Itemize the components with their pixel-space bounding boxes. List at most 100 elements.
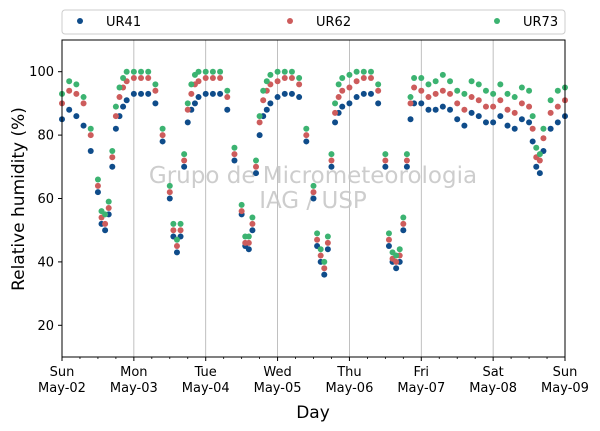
data-point [497,81,504,88]
data-point [166,182,173,189]
data-point [87,147,94,154]
data-point [526,103,533,110]
data-point [504,106,511,113]
legend-box [61,9,566,35]
data-point [490,119,497,126]
data-point [253,157,260,164]
legend-marker-UR41 [77,18,83,24]
data-point [181,151,188,158]
data-point [102,227,109,234]
data-point [188,90,195,97]
data-point [195,68,202,75]
data-point [224,106,231,113]
y-tick-label: 20 [37,319,54,334]
data-point [439,87,446,94]
data-point [238,208,245,215]
data-point [317,252,324,259]
data-point [439,71,446,78]
data-point [518,84,525,91]
data-point [310,182,317,189]
data-point [288,90,295,97]
data-point [173,243,180,250]
data-point [249,220,256,227]
data-point [256,113,263,120]
x-tick-label-day: Tue [194,365,217,380]
data-point [310,195,317,202]
data-point [263,78,270,85]
data-point [461,106,468,113]
data-point [367,90,374,97]
data-point [195,78,202,85]
x-axis: SunMay-02MonMay-03TueMay-04WedMay-05ThuM… [38,357,589,396]
data-point [321,258,328,265]
data-point [202,75,209,82]
data-point [184,106,191,113]
data-point [461,122,468,129]
y-tick-label: 40 [37,255,54,270]
data-point [400,214,407,221]
data-point [152,87,159,94]
data-point [375,100,382,107]
data-point [536,157,543,164]
data-point [367,75,374,82]
data-point [533,163,540,170]
data-point [407,116,414,123]
data-point [191,100,198,107]
data-point [321,265,328,272]
data-point [109,154,116,161]
data-point [468,94,475,101]
data-point [511,94,518,101]
data-point [475,81,482,88]
data-point [159,132,166,139]
data-point [396,246,403,253]
x-tick-label-date: May-09 [541,381,589,396]
data-point [332,119,339,126]
data-point [403,151,410,158]
data-point [504,122,511,129]
data-point [256,132,263,139]
data-point [256,119,263,126]
data-point [335,94,342,101]
data-point [120,103,127,110]
data-point [73,90,80,97]
data-point [360,68,367,75]
data-point [296,94,303,101]
data-point [328,163,335,170]
data-point [224,94,231,101]
data-point [403,163,410,170]
data-point [400,227,407,234]
x-tick-label-day: Mon [120,365,147,380]
data-point [102,220,109,227]
data-point [253,170,260,177]
data-point [468,109,475,116]
data-point [533,144,540,151]
data-point [418,100,425,107]
x-tick-label-date: May-03 [110,381,158,396]
data-point [332,109,339,116]
x-axis-title: Day [296,403,330,423]
data-point [482,103,489,110]
data-point [209,90,216,97]
data-point [454,87,461,94]
data-point [177,220,184,227]
data-point [145,90,152,97]
data-point [274,94,281,101]
data-point [303,125,310,132]
legend-marker-UR62 [287,18,293,24]
data-point [112,113,119,120]
data-point [231,151,238,158]
x-tick-label-day: Thu [336,365,361,380]
legend-label-UR73: UR73 [523,15,558,30]
data-point [447,90,454,97]
legend-marker-UR73 [494,18,500,24]
data-point [411,75,418,82]
x-tick-label-day: Sun [50,365,75,380]
data-point [105,205,112,212]
data-point [281,75,288,82]
data-point [166,189,173,196]
data-point [138,75,145,82]
data-point [317,246,324,253]
data-point [339,75,346,82]
